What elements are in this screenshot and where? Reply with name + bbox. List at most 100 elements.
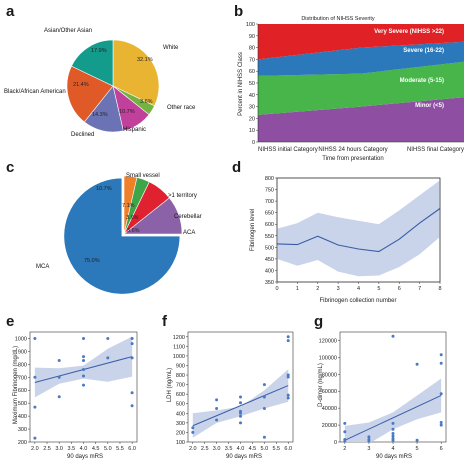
pie-c-label-aca: ACA xyxy=(183,230,195,236)
g-point-18 xyxy=(439,392,443,396)
f-point-3 xyxy=(215,407,219,410)
f-y-tick-label-3: 400 xyxy=(176,411,185,417)
y-axis-label-f: LDH (ng/mL) xyxy=(167,368,173,402)
e-point-0 xyxy=(33,337,37,340)
g-x-tick-label-0: 2 xyxy=(343,446,346,452)
e-x-tick-label-0: 2.0 xyxy=(31,446,39,452)
e-point-14 xyxy=(106,356,110,360)
f-x-tick-label-8: 6.0 xyxy=(284,446,292,452)
g-point-20 xyxy=(439,423,443,427)
x-axis-label-f: 90 days mRS xyxy=(226,454,262,460)
d-x-tick-label-2: 2 xyxy=(316,286,319,292)
pie-a-value-black: 21.4% xyxy=(73,82,89,88)
d-mean-line xyxy=(276,208,441,253)
e-y-tick-label-1: 300 xyxy=(18,427,27,433)
e-point-17 xyxy=(130,356,134,360)
y-tick-label-b-4: 40 xyxy=(249,93,255,99)
g-point-19 xyxy=(439,421,443,424)
d-x-tick-label-5: 5 xyxy=(377,286,380,292)
scatter-chart-ddimer-mrs: 2 3 4 5 6 0 20000 40000 60000 80000 100000 120000 xyxy=(319,331,447,452)
e-y-tick-label-0: 200 xyxy=(18,440,27,446)
g-point-9 xyxy=(391,427,395,431)
y-tick-label-b-6: 60 xyxy=(249,69,255,75)
e-point-13 xyxy=(106,337,110,340)
e-y-tick-label-7: 900 xyxy=(18,349,27,355)
f-x-tick-label-7: 5.5 xyxy=(272,446,280,452)
f-point-9 xyxy=(239,414,242,418)
band-label-minor: Minor (<5) xyxy=(415,103,444,109)
y-tick-label-b-0: 0 xyxy=(252,140,255,146)
f-point-13 xyxy=(262,407,266,410)
f-point-16 xyxy=(286,339,290,343)
f-y-tick-label-9: 1000 xyxy=(173,354,185,360)
f-x-tick-label-0: 2.0 xyxy=(189,446,197,452)
d-x-tick-label-3: 3 xyxy=(337,286,340,292)
pie-a-label-other-race: Other race xyxy=(167,105,196,111)
f-x-tick-label-3: 3.5 xyxy=(225,446,233,452)
d-y-tick-label-8: 750 xyxy=(265,188,274,194)
scatter-chart-ldh-mrs: 2.0 2.5 3.0 3.5 4.0 4.5 5.0 5.5 6.0 100 200 300 400 5… xyxy=(173,331,294,452)
d-x-tick-label-1: 1 xyxy=(296,286,299,292)
d-y-tick-label-3: 500 xyxy=(265,245,274,251)
g-point-4 xyxy=(367,435,371,439)
g-x-tick-label-4: 6 xyxy=(440,446,443,452)
y-tick-label-b-3: 30 xyxy=(249,105,255,111)
e-point-7 xyxy=(82,337,85,340)
f-point-19 xyxy=(286,393,290,397)
y-tick-label-b-1: 10 xyxy=(249,128,255,134)
e-point-2 xyxy=(33,405,37,409)
e-point-3 xyxy=(33,436,37,440)
g-point-11 xyxy=(391,434,395,438)
f-y-tick-label-0: 100 xyxy=(176,440,185,446)
y-tick-label-b-5: 50 xyxy=(249,81,255,87)
g-point-6 xyxy=(367,439,371,443)
y-tick-label-b-9: 90 xyxy=(249,34,255,40)
area-chart-nihss: 0 10 20 30 40 50 60 70 80 90 100 xyxy=(246,22,464,146)
pie-c-value-mca: 75.0% xyxy=(84,258,100,264)
g-point-8 xyxy=(391,421,395,425)
f-point-1 xyxy=(191,430,195,434)
g-y-tick-label-1: 20000 xyxy=(322,423,337,429)
pie-chart-territory xyxy=(63,175,183,295)
pie-a-value-hispanic: 10.7% xyxy=(119,109,135,115)
line-chart-fibrinogen: 0 1 2 3 4 5 6 7 8 350 400 450 500 550 600 650 700 750 800 xyxy=(265,176,442,292)
g-point-7 xyxy=(391,334,395,338)
g-y-tick-label-3: 60000 xyxy=(322,389,337,395)
d-x-tick-label-7: 7 xyxy=(418,286,421,292)
e-point-10 xyxy=(82,368,85,371)
area-band-2 xyxy=(258,41,464,76)
pie-a-slice-4 xyxy=(66,65,114,123)
g-point-16 xyxy=(439,353,443,357)
f-point-2 xyxy=(215,398,219,402)
e-point-19 xyxy=(130,404,134,408)
f-point-5 xyxy=(239,395,242,399)
g-regression-line xyxy=(344,395,442,441)
pie-a-label-declined: Declined xyxy=(71,132,94,138)
f-y-tick-label-6: 700 xyxy=(176,383,185,389)
f-point-4 xyxy=(215,418,219,422)
x-axis-label-e: 90 days mRS xyxy=(67,454,103,460)
f-regression-line xyxy=(192,385,289,427)
g-point-3 xyxy=(343,439,347,443)
y-tick-label-b-2: 20 xyxy=(249,116,255,122)
y-tick-label-b-8: 80 xyxy=(249,46,255,52)
f-x-tick-label-4: 4.0 xyxy=(237,446,245,452)
g-point-10 xyxy=(391,432,395,435)
y-axis-label-d: Fibrinogen level xyxy=(250,209,256,251)
pie-c-value-aca: 3.6% xyxy=(127,228,140,234)
e-x-tick-label-5: 4.5 xyxy=(92,446,100,452)
y-tick-label-b-10: 100 xyxy=(246,22,255,28)
e-point-5 xyxy=(57,375,61,379)
pie-c-label-gt1: >1 territory xyxy=(168,193,197,199)
f-point-18 xyxy=(286,375,290,379)
d-plot-frame-top xyxy=(276,177,441,283)
f-x-tick-label-2: 3.0 xyxy=(213,446,221,452)
g-point-1 xyxy=(343,430,347,434)
d-x-tick-label-0: 0 xyxy=(275,286,278,292)
y-axis-label-g: D-dimer (ng/mL) xyxy=(318,363,324,407)
e-y-tick-label-3: 500 xyxy=(18,401,27,407)
g-point-17 xyxy=(439,361,443,365)
f-y-tick-label-10: 1100 xyxy=(173,344,185,350)
x-tick-24h: NIHSS 24 hours Category xyxy=(318,147,387,153)
f-point-11 xyxy=(262,383,266,387)
